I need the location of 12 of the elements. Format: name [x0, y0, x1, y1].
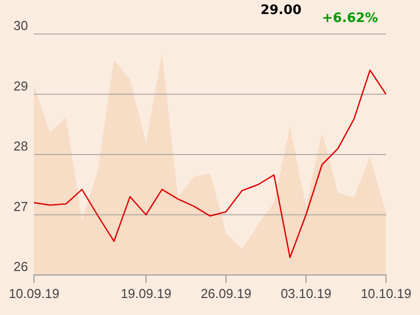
y-tick-label: 29	[14, 78, 28, 94]
y-tick-label: 28	[14, 138, 28, 154]
x-tick-label: 03.10.19	[280, 286, 332, 302]
y-tick-label: 30	[14, 18, 28, 34]
x-tick-label: 19.09.19	[120, 286, 172, 302]
y-tick-label: 26	[14, 259, 28, 274]
x-tick-label: 10.10.19	[360, 286, 412, 302]
x-tick-label: 10.09.19	[8, 286, 60, 302]
y-tick-label: 27	[14, 198, 28, 214]
x-tick-label: 26.09.19	[200, 286, 252, 302]
text: +6.62%	[322, 11, 378, 26]
text: 29.00	[260, 3, 302, 18]
